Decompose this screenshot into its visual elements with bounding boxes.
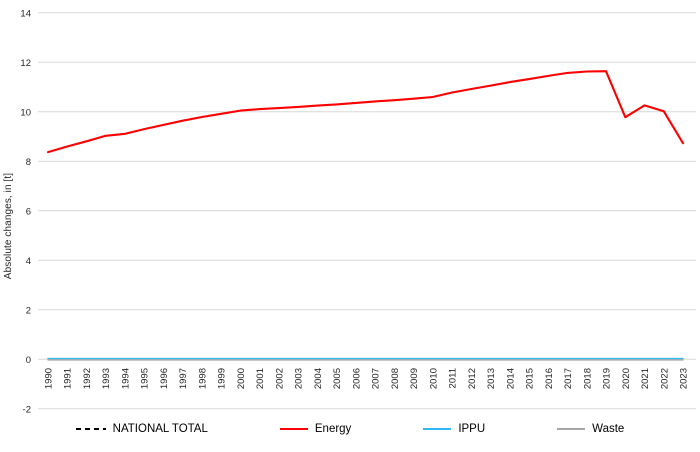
legend-item-ippu: IPPU <box>423 423 485 435</box>
svg-text:10: 10 <box>20 107 31 118</box>
svg-text:2001: 2001 <box>255 368 266 389</box>
legend-label-national-total: NATIONAL TOTAL <box>112 423 208 435</box>
y-axis-tick-labels: -2 0 2 4 6 8 10 12 14 <box>20 8 31 415</box>
svg-text:2005: 2005 <box>332 368 343 389</box>
svg-text:2014: 2014 <box>505 368 516 389</box>
y-axis-title: Absolute changes, in [t] <box>3 172 14 280</box>
svg-text:4: 4 <box>26 256 31 267</box>
legend-item-energy: Energy <box>279 423 352 435</box>
svg-text:1996: 1996 <box>159 368 170 389</box>
svg-text:2023: 2023 <box>679 368 690 389</box>
legend-label-energy: Energy <box>314 423 352 435</box>
national-total-dashed-line-sample <box>75 428 106 430</box>
svg-text:-2: -2 <box>23 404 31 415</box>
svg-text:2002: 2002 <box>274 368 285 389</box>
svg-text:14: 14 <box>20 8 31 19</box>
svg-text:6: 6 <box>26 206 31 217</box>
svg-text:1990: 1990 <box>44 368 55 389</box>
svg-text:1992: 1992 <box>82 368 93 389</box>
legend-item-national-total: NATIONAL TOTAL <box>75 423 208 435</box>
svg-text:2017: 2017 <box>563 368 574 389</box>
series-line-energy <box>46 70 685 154</box>
svg-text:2000: 2000 <box>236 368 247 389</box>
svg-text:2018: 2018 <box>582 368 593 389</box>
svg-text:1994: 1994 <box>121 368 132 389</box>
svg-text:2013: 2013 <box>486 368 497 389</box>
legend-label-ippu: IPPU <box>458 423 486 435</box>
svg-text:1997: 1997 <box>178 368 189 389</box>
svg-text:2010: 2010 <box>428 368 439 389</box>
svg-text:2006: 2006 <box>351 368 362 389</box>
svg-text:1998: 1998 <box>197 368 208 389</box>
svg-text:2007: 2007 <box>371 368 382 389</box>
svg-text:2003: 2003 <box>294 368 305 389</box>
svg-text:0: 0 <box>26 355 31 366</box>
svg-text:2011: 2011 <box>448 368 459 388</box>
svg-text:2009: 2009 <box>409 368 420 389</box>
svg-text:2021: 2021 <box>640 368 651 389</box>
energy-line-sample <box>279 428 308 430</box>
svg-text:2022: 2022 <box>659 368 670 389</box>
svg-text:2020: 2020 <box>621 368 632 389</box>
svg-text:12: 12 <box>20 58 31 69</box>
legend-item-waste: Waste <box>557 423 624 435</box>
series-lines <box>46 70 685 361</box>
svg-text:2: 2 <box>26 305 31 316</box>
svg-text:1993: 1993 <box>101 368 112 389</box>
svg-text:1991: 1991 <box>63 368 74 389</box>
svg-text:2016: 2016 <box>544 368 555 389</box>
svg-text:8: 8 <box>26 157 31 168</box>
waste-line-sample <box>557 428 586 430</box>
svg-text:1999: 1999 <box>217 368 228 389</box>
svg-text:2012: 2012 <box>467 368 478 389</box>
chart-legend: NATIONAL TOTAL Energy IPPU Waste <box>0 423 700 435</box>
svg-text:2015: 2015 <box>525 368 536 389</box>
ippu-line-sample <box>423 428 452 430</box>
svg-text:2019: 2019 <box>602 368 613 389</box>
svg-text:2008: 2008 <box>390 368 401 389</box>
svg-text:1995: 1995 <box>140 368 151 389</box>
svg-text:2004: 2004 <box>313 368 324 389</box>
x-axis-tick-labels: 1990 1991 1992 1993 1994 1995 1996 1997 1998 1999… <box>44 368 690 389</box>
legend-label-waste: Waste <box>592 423 625 435</box>
